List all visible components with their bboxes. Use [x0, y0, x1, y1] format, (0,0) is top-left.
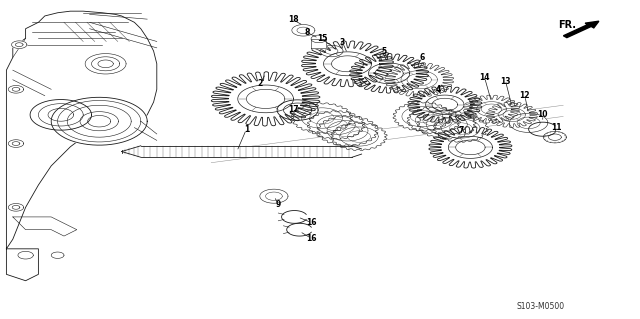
- Text: 16: 16: [307, 218, 317, 227]
- Polygon shape: [8, 204, 24, 211]
- Text: 1: 1: [244, 125, 249, 134]
- Polygon shape: [486, 102, 538, 128]
- Text: 5: 5: [381, 47, 387, 56]
- Text: 7: 7: [458, 126, 463, 135]
- Polygon shape: [349, 54, 429, 93]
- Polygon shape: [311, 35, 326, 43]
- Polygon shape: [385, 63, 454, 97]
- Polygon shape: [311, 39, 326, 48]
- Polygon shape: [320, 45, 343, 57]
- Text: 8: 8: [305, 28, 310, 37]
- Polygon shape: [282, 211, 307, 223]
- Polygon shape: [6, 249, 38, 281]
- Polygon shape: [393, 102, 452, 131]
- Text: 9: 9: [276, 200, 281, 209]
- Polygon shape: [477, 102, 506, 116]
- Polygon shape: [12, 41, 27, 48]
- Polygon shape: [51, 252, 64, 258]
- Text: 12: 12: [520, 91, 530, 100]
- Text: 3: 3: [340, 38, 345, 47]
- Polygon shape: [369, 63, 410, 84]
- Polygon shape: [260, 189, 288, 203]
- FancyArrow shape: [563, 21, 599, 38]
- Polygon shape: [407, 107, 461, 134]
- Polygon shape: [307, 111, 365, 139]
- Polygon shape: [277, 100, 318, 120]
- Polygon shape: [401, 71, 438, 89]
- Polygon shape: [141, 146, 352, 157]
- Polygon shape: [509, 113, 548, 132]
- Polygon shape: [6, 11, 157, 249]
- Polygon shape: [417, 110, 476, 139]
- Text: 16: 16: [307, 234, 317, 243]
- Polygon shape: [324, 52, 371, 76]
- Polygon shape: [211, 72, 320, 126]
- Polygon shape: [408, 86, 482, 123]
- Polygon shape: [85, 54, 126, 74]
- Polygon shape: [449, 137, 493, 158]
- Polygon shape: [499, 108, 525, 122]
- Polygon shape: [18, 251, 33, 259]
- Polygon shape: [238, 85, 293, 113]
- Polygon shape: [301, 41, 394, 87]
- Text: 10: 10: [538, 110, 548, 119]
- Polygon shape: [287, 223, 312, 236]
- Polygon shape: [292, 25, 315, 36]
- Text: 15: 15: [317, 34, 327, 43]
- Text: 13: 13: [500, 77, 511, 86]
- Polygon shape: [426, 95, 464, 114]
- Polygon shape: [331, 122, 387, 151]
- Polygon shape: [8, 140, 24, 147]
- Polygon shape: [30, 100, 92, 130]
- Text: 17: 17: [288, 105, 298, 114]
- Polygon shape: [317, 115, 378, 146]
- Text: 14: 14: [479, 73, 490, 82]
- Text: 6: 6: [420, 53, 425, 62]
- Text: S103-M0500: S103-M0500: [516, 302, 565, 311]
- Text: 11: 11: [552, 123, 562, 132]
- Text: 18: 18: [288, 15, 298, 24]
- Polygon shape: [13, 217, 77, 236]
- Text: 2: 2: [258, 79, 263, 88]
- Text: FR.: FR.: [558, 20, 576, 30]
- Polygon shape: [543, 131, 566, 143]
- Polygon shape: [291, 103, 353, 133]
- Polygon shape: [8, 85, 24, 93]
- Polygon shape: [51, 97, 147, 145]
- Text: 4: 4: [436, 85, 441, 94]
- Polygon shape: [429, 127, 512, 168]
- Polygon shape: [433, 115, 488, 142]
- Polygon shape: [463, 95, 520, 123]
